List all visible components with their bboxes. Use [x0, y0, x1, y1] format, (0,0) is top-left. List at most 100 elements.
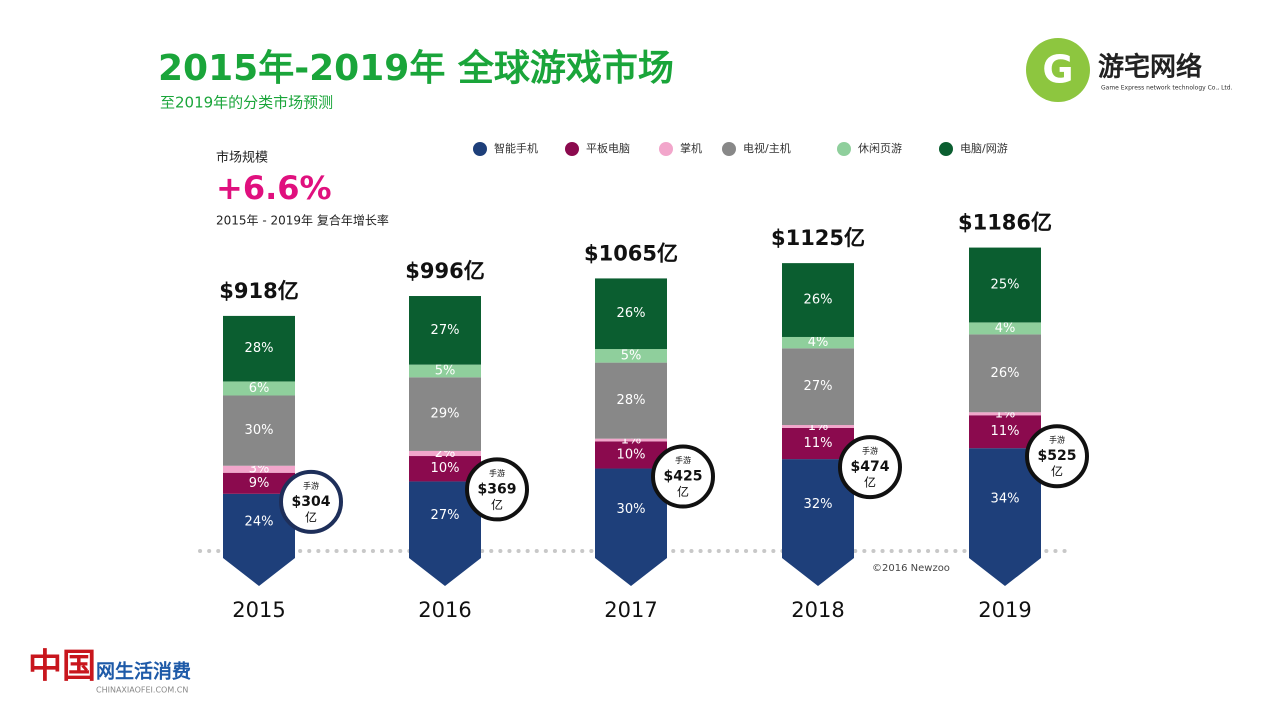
mobile-badge-value: $525 — [1038, 448, 1077, 464]
legend-label: 电视/主机 — [743, 141, 791, 155]
legend-label: 电脑/网游 — [960, 142, 1008, 155]
logo-icon — [1026, 38, 1090, 102]
bar-arrow — [595, 550, 667, 586]
legend-label: 智能手机 — [494, 141, 538, 155]
year-label: 2017 — [604, 598, 657, 622]
bar-segment — [223, 315, 295, 382]
segment-label: 32% — [804, 497, 833, 512]
year-label: 2018 — [791, 598, 844, 622]
total-label: $1125亿 — [771, 226, 865, 250]
legend-label: 掌机 — [680, 141, 702, 155]
bar-segment — [223, 395, 295, 466]
segment-label: 30% — [245, 423, 274, 438]
bar-segment — [223, 381, 295, 396]
growth: +6.6% — [216, 169, 332, 207]
segment-label: 10% — [617, 447, 646, 462]
segment-label: 6% — [249, 381, 270, 396]
bar-segment — [782, 263, 854, 337]
mobile-badge-value: $474 — [851, 459, 890, 475]
total-label: $1186亿 — [958, 211, 1052, 235]
bar-segment — [782, 336, 854, 349]
segment-label: 5% — [621, 348, 642, 363]
mobile-badge — [279, 469, 343, 534]
logo-name: 游宅网络 — [1098, 52, 1202, 83]
mobile-badge-unit: 亿 — [864, 475, 876, 490]
mobile-badge-value: $369 — [478, 481, 517, 497]
total-label: $996亿 — [405, 259, 484, 283]
legend-swatch — [837, 142, 851, 156]
mobile-badge-label: 手游 — [303, 480, 319, 490]
legend-swatch — [939, 142, 953, 156]
segment-label: 4% — [995, 321, 1016, 336]
segment-label: 10% — [431, 461, 460, 476]
legend-label: 休闲页游 — [858, 141, 902, 155]
segment-label: 26% — [617, 306, 646, 321]
bar-segment — [595, 278, 667, 350]
footer-brand-char: 中国 — [28, 647, 96, 687]
bar-segment — [409, 296, 481, 365]
segment-label: 26% — [804, 293, 833, 308]
bar-segment — [409, 364, 481, 378]
mobile-badge-label: 手游 — [862, 446, 878, 456]
mobile-badge-value: $425 — [664, 469, 703, 485]
summary-label: 市场规模 — [216, 150, 268, 166]
mobile-badge-value: $304 — [292, 494, 331, 510]
mobile-badge — [1025, 424, 1089, 489]
legend-label: 平板电脑 — [586, 141, 630, 155]
segment-label: 27% — [431, 323, 460, 338]
bar-segment — [969, 412, 1041, 416]
segment-label: 27% — [804, 379, 833, 394]
segment-label: 26% — [991, 366, 1020, 381]
year-label: 2016 — [418, 598, 471, 622]
logo-letter: G — [1042, 48, 1073, 92]
segment-label: 4% — [808, 335, 829, 350]
segment-label: 5% — [435, 363, 456, 378]
bar-segment — [595, 438, 667, 442]
bar-segment — [223, 465, 295, 473]
segment-label: 30% — [617, 502, 646, 517]
segment-label: 28% — [617, 393, 646, 408]
mobile-badge-label: 手游 — [489, 468, 505, 478]
mobile-badge-unit: 亿 — [305, 509, 317, 524]
footer-brand: 网生活消费 — [96, 660, 191, 683]
growth-caption: 2015年 - 2019年 复合年增长率 — [216, 213, 389, 228]
footer-url: CHINAXIAOFEI.COM.CN — [96, 686, 188, 695]
year-label: 2019 — [978, 598, 1031, 622]
segment-label: 11% — [991, 424, 1020, 439]
segment-label: 34% — [991, 492, 1020, 507]
bar-segment — [782, 348, 854, 426]
mobile-badge-label: 手游 — [1049, 435, 1065, 445]
subtitle: 至2019年的分类市场预测 — [160, 94, 333, 112]
legend-swatch — [473, 142, 487, 156]
source: ©2016 Newzoo — [872, 563, 950, 574]
bar-segment — [969, 247, 1041, 323]
segment-label: 28% — [245, 341, 274, 356]
mobile-badge — [465, 457, 529, 522]
bar-segment — [969, 322, 1041, 335]
bar-segment — [409, 377, 481, 451]
bar-segment — [595, 362, 667, 439]
total-label: $918亿 — [219, 279, 298, 303]
total-label: $1065亿 — [584, 241, 678, 265]
mobile-badge-unit: 亿 — [1051, 464, 1063, 479]
bar-segment — [409, 450, 481, 457]
mobile-badge — [651, 444, 715, 509]
mobile-badge-unit: 亿 — [677, 484, 689, 499]
chart: 智能手机 平板电脑 掌机 电视/主机 休闲页游 电脑/网游24%9%3%30%6%28%$… — [219, 141, 1089, 622]
mobile-badge-unit: 亿 — [491, 497, 503, 512]
bar-arrow — [782, 550, 854, 586]
segment-label: 11% — [804, 436, 833, 451]
segment-label: 24% — [245, 514, 274, 529]
year-label: 2015 — [232, 598, 285, 622]
title: 2015年-2019年 全球游戏市场 — [158, 47, 674, 89]
bar-arrow — [969, 550, 1041, 586]
bar-segment — [782, 425, 854, 428]
bar-arrow — [409, 550, 481, 586]
bar-segment — [223, 472, 295, 494]
segment-label: 29% — [431, 407, 460, 422]
legend-swatch — [565, 142, 579, 156]
legend-swatch — [722, 142, 736, 156]
bar-segment — [969, 334, 1041, 413]
bar-segment — [595, 349, 667, 363]
